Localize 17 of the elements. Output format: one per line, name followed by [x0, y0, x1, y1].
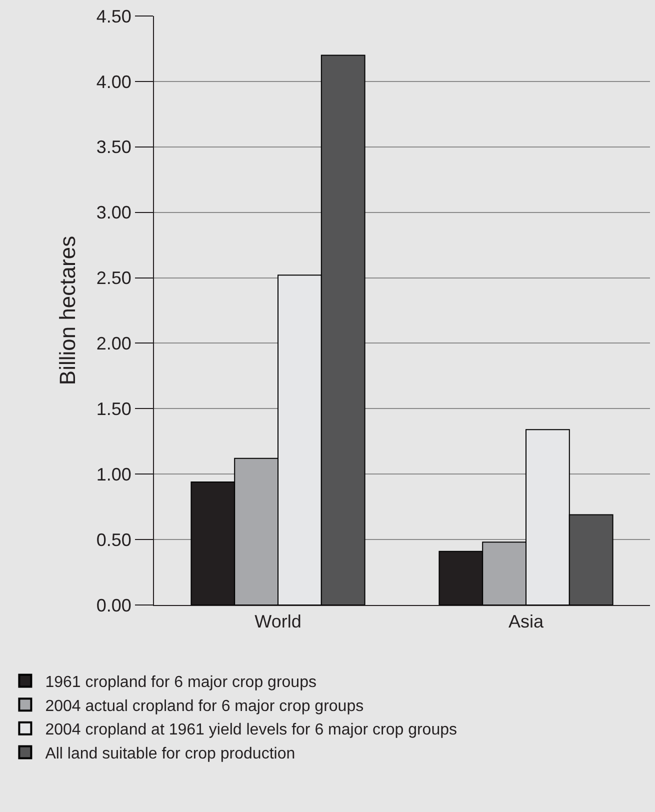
y-tick-label: 3.50 — [96, 137, 132, 158]
legend-label: 2004 cropland at 1961 yield levels for 6 major crop groups — [45, 722, 457, 739]
legend-label: 2004 actual cropland for 6 major crop groups — [45, 698, 364, 715]
y-tick-label: 4.50 — [96, 6, 132, 26]
legend-label: 1961 cropland for 6 major crop groups — [45, 674, 316, 692]
y-tick-label: 0.00 — [96, 595, 132, 616]
y-tick-label: 1.50 — [96, 398, 132, 419]
y-tick-label: 2.00 — [96, 334, 132, 354]
x-tick-label: World — [254, 612, 302, 632]
y-tick-label: 4.00 — [96, 72, 132, 92]
y-tick-label: 2.50 — [96, 268, 132, 288]
y-tick-label: 1.00 — [96, 464, 132, 484]
y-tick-label: 0.50 — [96, 530, 132, 550]
y-axis-title: Billion hectares — [55, 236, 80, 386]
y-tick-label: 3.00 — [96, 202, 132, 223]
x-tick-label: Asia — [508, 612, 544, 632]
legend-label: All land suitable for crop production — [45, 745, 296, 762]
